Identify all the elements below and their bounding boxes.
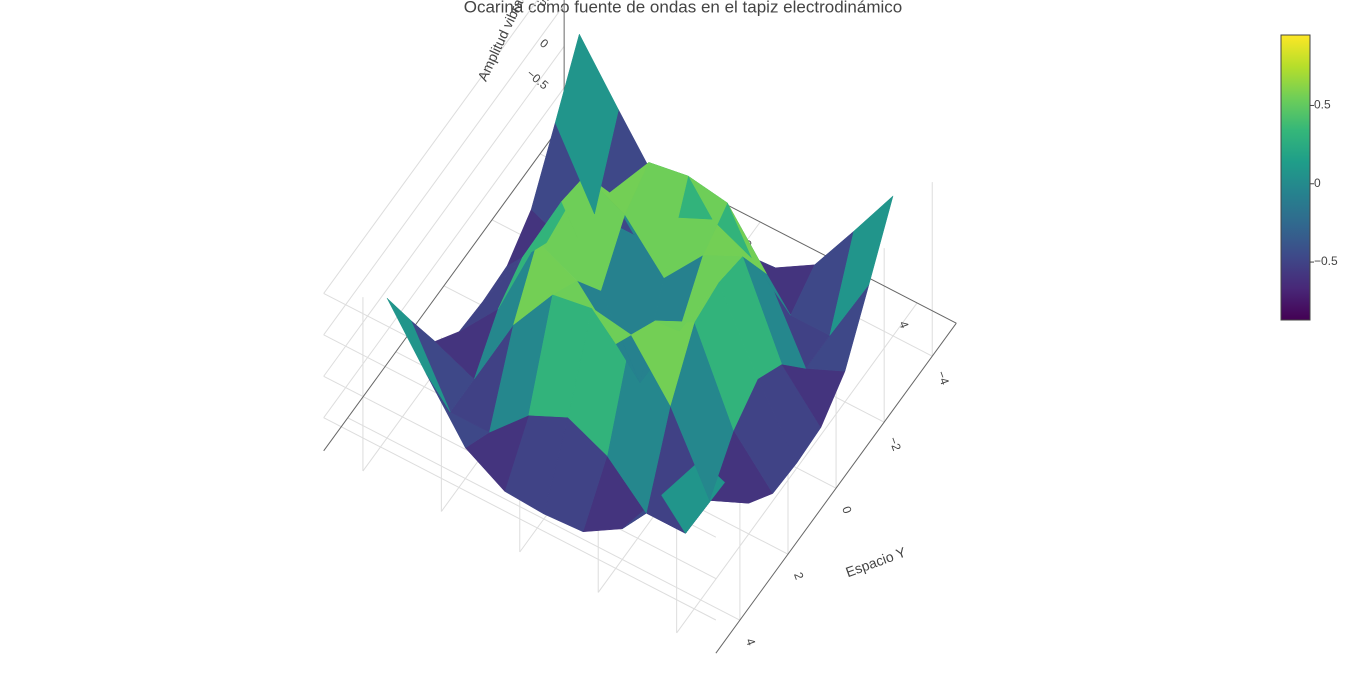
colorbar: [1280, 34, 1311, 321]
colorbar-tick-label: 0: [1314, 176, 1321, 190]
axis-line: [715, 322, 957, 654]
colorbar-tick-label: −0.5: [1314, 254, 1338, 268]
x-tick-label: 4: [896, 319, 912, 330]
z-grid-line: [323, 87, 565, 418]
y-grid-line: [347, 417, 741, 621]
surface-patch: [829, 195, 894, 336]
y-tick-label: 0: [839, 504, 855, 515]
y-tick-label: 2: [791, 570, 807, 581]
axis-line: [323, 120, 565, 452]
z-grid-line: [323, 45, 565, 377]
z-grid-line: [323, 417, 717, 621]
surface-patch: [386, 297, 451, 413]
z-grid-line: [323, 0, 539, 294]
z-tick-label: 0.5: [529, 0, 551, 10]
chart-title: Ocarina como fuente de ondas en el tapiz…: [464, 0, 902, 16]
y-axis-title: Espacio Y: [843, 543, 908, 580]
y-tick-label: −2: [886, 435, 904, 453]
surface-patch: [555, 33, 619, 215]
colorbar-tick-label: 0.5: [1314, 98, 1331, 112]
y-tick-label: 4: [743, 636, 759, 647]
z-grid-line: [323, 4, 565, 336]
y-tick-label: −4: [934, 369, 952, 387]
z-tick-label: −0.5: [524, 66, 551, 92]
